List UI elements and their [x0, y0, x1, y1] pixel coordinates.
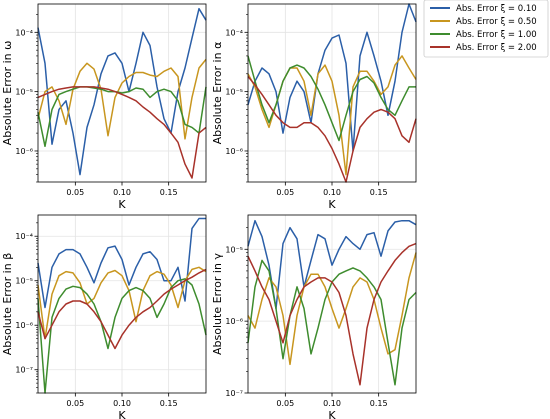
legend-label-1: Abs. Error ξ = 0.10	[456, 4, 537, 14]
y-tick-label: 10⁻⁶	[15, 147, 33, 156]
x-tick-label: 0.05	[66, 399, 84, 408]
series-line-4	[247, 76, 417, 183]
axes-frame	[37, 3, 207, 183]
legend-label-2: Abs. Error ξ = 0.50	[456, 17, 537, 27]
y-tick-label: 10⁻⁴	[225, 28, 243, 37]
legend-entry-1: Abs. Error ξ = 0.10	[430, 4, 537, 14]
x-tick-label: 0.15	[370, 399, 388, 408]
legend-label-3: Abs. Error ξ = 1.00	[456, 30, 537, 40]
x-tick-label: 0.15	[370, 188, 388, 197]
x-axis-label: K	[328, 409, 336, 419]
x-tick-label: 0.05	[66, 188, 84, 197]
y-tick-label: 10⁻⁷	[225, 389, 243, 398]
series-line-2	[37, 58, 207, 140]
x-axis-label: K	[328, 198, 336, 211]
series-line-1	[247, 3, 417, 152]
series-line-1	[37, 7, 207, 176]
panel-bottom-left: 10⁻⁷ 10⁻⁶ 10⁻⁵ 10⁻⁴ 0.05 0.10 0.15 K Absolute Er…	[1, 214, 207, 419]
x-tick-label: 0.10	[113, 399, 131, 408]
y-axis-label: Absolute Error in β	[1, 253, 14, 355]
series-line-1	[37, 217, 206, 309]
x-tick-label: 0.15	[160, 399, 178, 408]
y-tick-label: 10⁻⁷	[15, 366, 33, 375]
series-line-4	[247, 242, 417, 386]
legend-label-4: Abs. Error ξ = 2.00	[456, 43, 537, 53]
panel-top-right: 10⁻⁶ 10⁻⁵ 10⁻⁴ 0.05 0.10 0.15 K Absolute Error …	[211, 3, 417, 211]
series-line-4	[37, 268, 207, 350]
legend-entry-4: Abs. Error ξ = 2.00	[430, 43, 537, 53]
series-line-3	[37, 86, 207, 148]
subplot-grid: 10⁻⁶ 10⁻⁵ 10⁻⁴ 0.05 0.10 0.15 K Absolute Error …	[1, 3, 417, 419]
x-tick-label: 0.10	[323, 399, 341, 408]
y-axis-label: Absolute Error in ω	[1, 41, 14, 146]
series-line-2	[37, 266, 207, 340]
legend-entry-3: Abs. Error ξ = 1.00	[430, 30, 537, 40]
series-line-3	[37, 278, 207, 394]
panel-top-left: 10⁻⁶ 10⁻⁵ 10⁻⁴ 0.05 0.10 0.15 K Absolute Error …	[1, 3, 207, 211]
x-axis-label: K	[118, 409, 126, 419]
y-axis-label: Absolute Error in γ	[211, 253, 224, 355]
legend-entry-2: Abs. Error ξ = 0.50	[430, 17, 537, 27]
series-line-2	[247, 252, 417, 366]
legend: Abs. Error ξ = 0.10 Abs. Error ξ = 0.50 …	[423, 0, 549, 58]
x-axis-label: K	[118, 198, 126, 211]
series-line-3	[247, 55, 416, 142]
x-tick-label: 0.05	[276, 399, 294, 408]
legend-frame	[423, 0, 549, 58]
x-tick-label: 0.05	[276, 188, 294, 197]
y-tick-label: 10⁻⁵	[225, 245, 243, 254]
y-tick-label: 10⁻⁵	[15, 88, 33, 97]
y-tick-label: 10⁻⁵	[225, 88, 243, 97]
x-tick-label: 0.10	[113, 188, 131, 197]
axes-frame	[247, 214, 417, 394]
y-tick-label: 10⁻⁶	[225, 317, 243, 326]
y-tick-label: 10⁻⁶	[15, 321, 33, 330]
series-line-4	[37, 86, 207, 179]
y-tick-label: 10⁻⁴	[15, 28, 33, 37]
y-tick-label: 10⁻⁵	[15, 277, 33, 286]
axes-frame	[37, 214, 207, 394]
x-tick-label: 0.10	[323, 188, 341, 197]
y-tick-label: 10⁻⁶	[225, 147, 243, 156]
y-tick-label: 10⁻⁴	[15, 232, 33, 241]
y-axis-label: Absolute Error in α	[211, 42, 224, 145]
panel-bottom-right: 10⁻⁷ 10⁻⁶ 10⁻⁵ 0.05 0.10 0.15 K Absolute Error …	[211, 214, 417, 419]
x-tick-label: 0.15	[160, 188, 178, 197]
axes-frame	[247, 3, 417, 183]
